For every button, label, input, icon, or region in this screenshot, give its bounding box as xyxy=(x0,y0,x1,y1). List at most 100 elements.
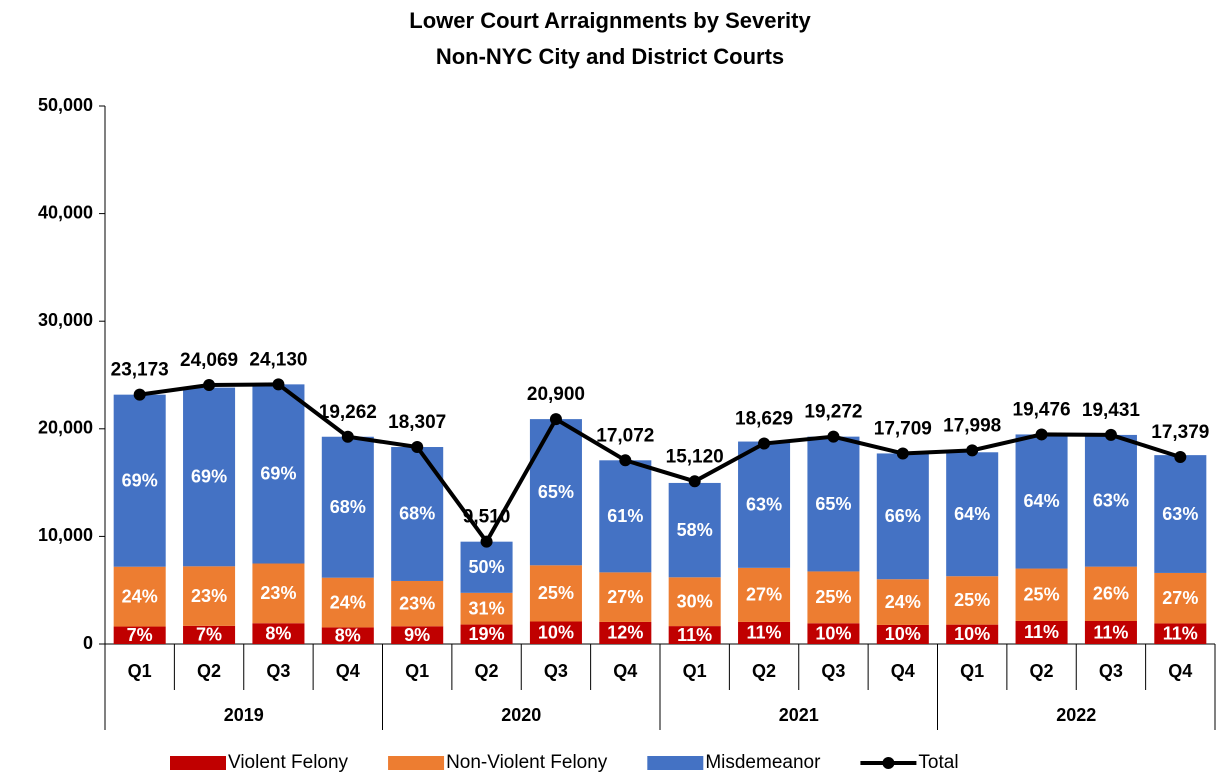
bar-label: 50% xyxy=(469,557,505,577)
bar-label: 7% xyxy=(127,625,153,645)
x-tick-label: Q2 xyxy=(475,661,499,681)
bar-label: 19% xyxy=(469,624,505,644)
total-marker xyxy=(1174,451,1187,464)
bar-label: 63% xyxy=(1162,504,1198,524)
bar-segment xyxy=(876,624,929,644)
x-tick-label: Q3 xyxy=(266,661,290,681)
x-tick-label: Q3 xyxy=(1099,661,1123,681)
y-tick-label: 10,000 xyxy=(38,525,93,545)
x-tick-label: Q1 xyxy=(128,661,152,681)
bar-label: 68% xyxy=(330,497,366,517)
x-tick-label: Q4 xyxy=(891,661,915,681)
bar-segment xyxy=(1084,621,1137,644)
bar-segment xyxy=(321,577,374,628)
x-tick-label: Q4 xyxy=(1168,661,1192,681)
bar-label: 25% xyxy=(815,587,851,607)
bar-segment xyxy=(876,453,929,580)
bar-label: 30% xyxy=(677,591,713,611)
total-line xyxy=(139,382,1181,546)
total-label: 23,173 xyxy=(111,360,169,381)
total-label: 17,709 xyxy=(874,418,932,439)
bar-label: 11% xyxy=(747,623,782,643)
legend-swatch xyxy=(388,756,445,770)
bar-segment xyxy=(738,441,791,568)
bar-segment xyxy=(807,623,860,644)
bar-segment xyxy=(1154,572,1207,624)
bar-segment xyxy=(738,621,791,644)
bar-segment xyxy=(113,626,166,644)
bar-segment xyxy=(807,571,860,624)
total-label: 18,629 xyxy=(735,409,793,430)
bar-label: 23% xyxy=(399,593,435,613)
legend-swatch xyxy=(170,756,226,770)
total-label: 17,998 xyxy=(943,415,1001,436)
bar-label: 65% xyxy=(538,482,574,502)
bar-segment xyxy=(183,387,236,567)
bar-segment xyxy=(1015,568,1068,621)
legend-label: Misdemeanor xyxy=(705,752,821,773)
bar-segment xyxy=(460,624,513,644)
bar-segment xyxy=(599,621,652,644)
legend-swatch xyxy=(647,756,704,770)
legend-marker xyxy=(882,757,895,769)
legend-label: Non-Violent Felony xyxy=(446,752,608,773)
legend-label: Total xyxy=(918,752,958,773)
bar-segment xyxy=(668,626,721,644)
bar-segment xyxy=(391,626,444,644)
total-marker xyxy=(1035,428,1048,441)
bar-label: 58% xyxy=(677,520,713,540)
bar-label: 7% xyxy=(196,625,222,645)
total-marker xyxy=(1104,428,1117,441)
bar-label: 68% xyxy=(399,504,435,524)
total-marker xyxy=(896,447,909,460)
bar-segment xyxy=(529,565,582,622)
x-tick-label: Q1 xyxy=(683,661,707,681)
bar-label: 65% xyxy=(815,494,851,514)
x-tick-label: Q2 xyxy=(752,661,776,681)
bar-segment xyxy=(252,623,305,644)
bar-segment xyxy=(876,579,929,625)
bar-segment xyxy=(321,436,374,578)
bar-segment xyxy=(668,482,721,578)
bar-segment xyxy=(738,567,791,622)
total-label: 15,120 xyxy=(666,446,724,467)
bar-segment xyxy=(807,436,860,572)
total-label: 17,379 xyxy=(1151,422,1209,443)
bar-segment xyxy=(1015,434,1068,569)
total-marker xyxy=(827,430,840,443)
bar-label: 66% xyxy=(885,506,921,526)
chart-subtitle: Non-NYC City and District Courts xyxy=(436,44,784,69)
bar-label: 31% xyxy=(469,598,505,618)
bar-label: 10% xyxy=(954,624,990,644)
bar-label: 25% xyxy=(1024,585,1060,605)
bar-segment xyxy=(599,460,652,573)
total-label: 24,130 xyxy=(249,349,307,370)
chart-title: Lower Court Arraignments by Severity xyxy=(409,8,811,33)
bar-segment xyxy=(946,624,999,644)
x-tick-label: Q3 xyxy=(544,661,568,681)
x-tick-label: Q4 xyxy=(613,661,637,681)
total-label: 19,476 xyxy=(1013,399,1071,420)
bar-segment xyxy=(1154,623,1207,644)
x-tick-label: Q2 xyxy=(197,661,221,681)
bar-segment xyxy=(460,541,513,593)
bar-label: 24% xyxy=(885,592,921,612)
y-tick-label: 50,000 xyxy=(38,95,93,115)
x-tick-label: Q1 xyxy=(405,661,429,681)
bar-label: 8% xyxy=(335,625,361,645)
x-tick-label: Q3 xyxy=(821,661,845,681)
bar-segment xyxy=(1084,434,1137,567)
bar-label: 9% xyxy=(404,625,430,645)
bar-label: 10% xyxy=(815,623,851,643)
bar-label: 10% xyxy=(538,623,574,643)
y-tick-label: 0 xyxy=(83,633,93,653)
bar-segment xyxy=(529,419,582,566)
total-marker xyxy=(688,475,701,488)
bar-label: 69% xyxy=(260,464,296,484)
bar-label: 64% xyxy=(1024,491,1060,511)
bar-segment xyxy=(183,625,236,644)
bar-segment xyxy=(252,563,305,624)
y-tick-label: 30,000 xyxy=(38,310,93,330)
total-marker xyxy=(966,444,979,457)
x-group-label: 2022 xyxy=(1056,705,1096,725)
